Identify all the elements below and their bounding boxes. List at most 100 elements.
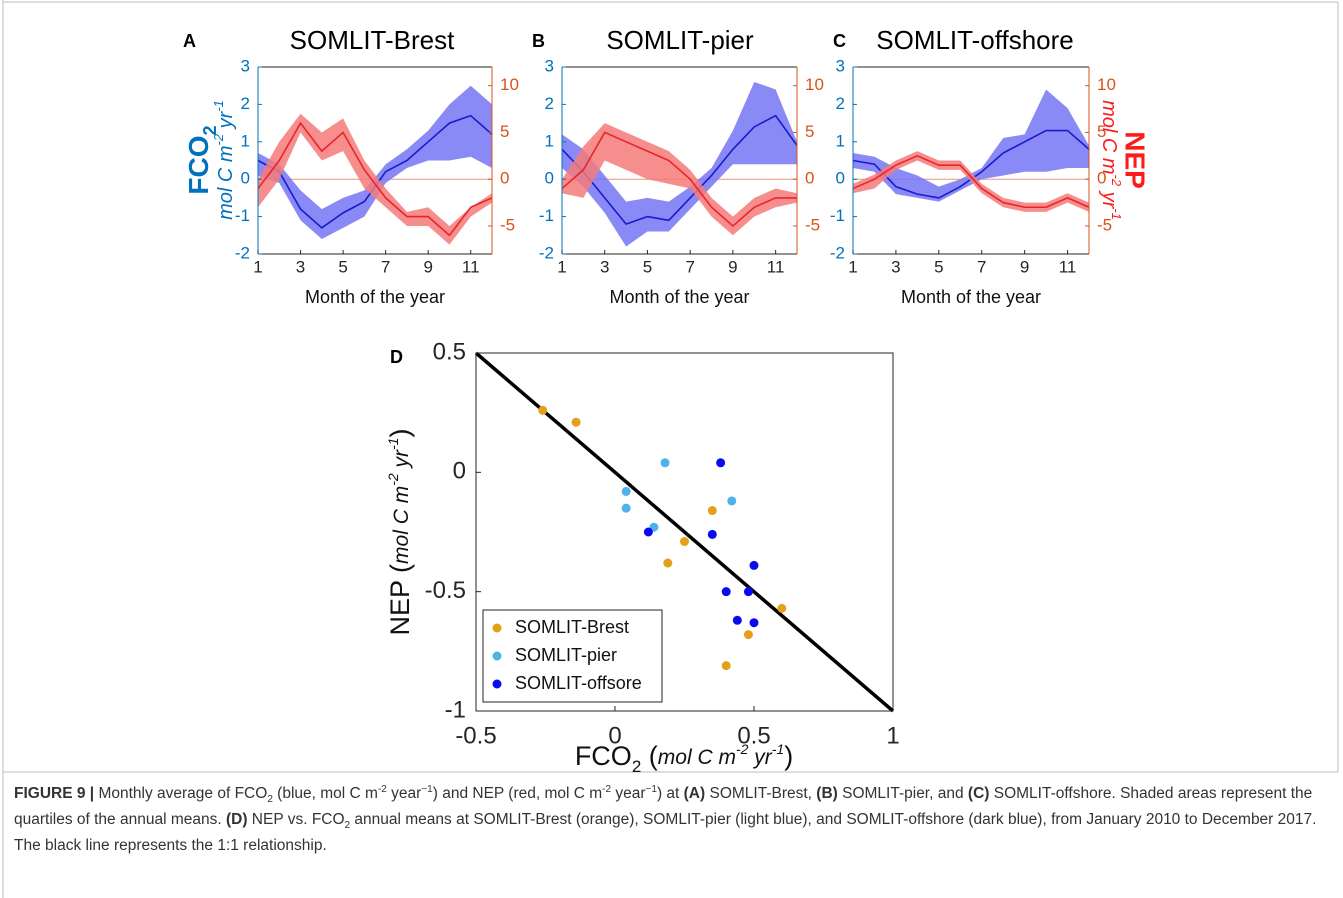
x-tick-label: 3 bbox=[296, 257, 305, 276]
x-axis-label: Month of the year bbox=[609, 287, 749, 307]
label-part: -2 bbox=[385, 473, 401, 486]
y-tick-label: 0 bbox=[836, 169, 845, 188]
legend-box bbox=[482, 609, 663, 703]
caption-part: 2 bbox=[267, 794, 273, 806]
label-part: 2 bbox=[200, 125, 220, 135]
y-tick-label: 0.5 bbox=[433, 338, 466, 365]
y2-tick-label: 0 bbox=[805, 169, 814, 188]
point bbox=[643, 527, 653, 537]
panel-letter: A bbox=[183, 31, 196, 51]
caption-part: FIGURE 9 | bbox=[14, 785, 95, 802]
caption: FIGURE 9 | Monthly average of FCO2 (blue… bbox=[14, 781, 1332, 859]
label-part: yr bbox=[1098, 186, 1120, 210]
quartile-band bbox=[853, 151, 1089, 212]
point bbox=[571, 417, 581, 427]
y-tick-label: 0 bbox=[453, 458, 466, 485]
label-part: 2 bbox=[632, 757, 641, 776]
caption-part: SOMLIT-pier, and bbox=[837, 785, 968, 802]
x-tick-label: 1 bbox=[557, 257, 566, 276]
x-tick-label: 7 bbox=[977, 257, 986, 276]
label-part: ( bbox=[641, 741, 658, 771]
y-tick-label: 0 bbox=[241, 169, 250, 188]
x-tick-label: 5 bbox=[934, 257, 943, 276]
x-tick-label: 11 bbox=[1059, 257, 1077, 276]
plot-frame bbox=[475, 352, 894, 712]
panel-letter: D bbox=[390, 347, 403, 367]
y-tick-label: 1 bbox=[241, 131, 250, 150]
quartile-band bbox=[562, 81, 797, 247]
x-tick-label: 1 bbox=[886, 722, 899, 749]
series-line bbox=[561, 131, 797, 228]
caption-part: ) and NEP (red, mol C m bbox=[432, 785, 603, 802]
point bbox=[749, 560, 759, 570]
y2-tick-label: 5 bbox=[1097, 122, 1106, 141]
label-part: ) bbox=[784, 741, 793, 771]
y2-tick-label: -5 bbox=[805, 215, 820, 234]
caption-part: SOMLIT-Brest, bbox=[705, 785, 817, 802]
x-tick-label: -0.5 bbox=[455, 722, 496, 749]
x-tick-label: 5 bbox=[643, 257, 652, 276]
y-tick-label: -1 bbox=[539, 206, 554, 225]
quartile-band bbox=[258, 85, 492, 240]
caption-part: NEP vs. FCO bbox=[247, 811, 345, 828]
y2-axis-label: NEP bbox=[1120, 131, 1151, 189]
caption-part: 2 bbox=[344, 820, 351, 832]
caption-part: (blue, mol C m bbox=[272, 785, 378, 802]
label-part: -2 bbox=[736, 741, 749, 757]
y2-tick-label: 10 bbox=[805, 75, 824, 94]
y-axis-label: FCO2 bbox=[183, 125, 219, 194]
label-part: -1 bbox=[211, 100, 226, 112]
caption-part: SOMLIT-offshore. Shaded areas represent … bbox=[14, 785, 1313, 828]
y-tick-label: 0 bbox=[545, 169, 554, 188]
label-part: -1 bbox=[772, 741, 784, 757]
point bbox=[743, 630, 753, 640]
x-axis-label: Month of the year bbox=[305, 287, 445, 307]
quartile-band bbox=[562, 123, 797, 236]
y2-tick-label: 0 bbox=[1097, 169, 1106, 188]
caption-part: Monthly average of FCO bbox=[94, 785, 268, 802]
y-tick-label: 1 bbox=[836, 131, 845, 150]
y-tick-label: 3 bbox=[241, 56, 250, 75]
label-part: mol C m bbox=[658, 746, 736, 769]
caption-part: -2 bbox=[602, 783, 612, 795]
panel-letter: C bbox=[833, 31, 846, 51]
series-line bbox=[561, 114, 798, 226]
point bbox=[777, 603, 787, 613]
point bbox=[660, 458, 670, 468]
x-axis-label: Month of the year bbox=[901, 287, 1041, 307]
legend-label: SOMLIT-Brest bbox=[515, 617, 629, 637]
panel-title: SOMLIT-Brest bbox=[290, 25, 455, 55]
label-part: yr bbox=[390, 449, 413, 473]
label-part: mol C m bbox=[390, 486, 413, 564]
point bbox=[743, 587, 753, 597]
y-tick-label: 1 bbox=[545, 131, 554, 150]
legend-marker bbox=[492, 651, 502, 661]
label-part: yr bbox=[215, 110, 237, 134]
legend-label: SOMLIT-offsore bbox=[515, 673, 642, 693]
label-part: FCO bbox=[183, 135, 214, 194]
x-tick-label: 11 bbox=[767, 257, 785, 276]
point bbox=[721, 661, 731, 671]
x-tick-label: 3 bbox=[600, 257, 609, 276]
y-tick-label: -1 bbox=[235, 206, 250, 225]
y2-tick-label: 10 bbox=[1097, 75, 1116, 94]
y-tick-label: -2 bbox=[539, 243, 554, 262]
label-part: ) bbox=[385, 429, 415, 438]
label-part: mol C m bbox=[215, 145, 237, 219]
series-line bbox=[257, 121, 493, 237]
legend-label: SOMLIT-pier bbox=[515, 645, 617, 665]
point bbox=[716, 458, 726, 468]
caption-part: -2 bbox=[377, 783, 387, 795]
label-part: -2 bbox=[1109, 175, 1124, 187]
caption-part: −1 bbox=[645, 783, 657, 795]
x-tick-label: 7 bbox=[685, 257, 694, 276]
y2-axis-units: mol C m-2 yr-1 bbox=[1098, 100, 1124, 220]
y-axis-label: NEP (mol C m-2 yr-1) bbox=[385, 429, 415, 636]
caption-part: ) at bbox=[656, 785, 684, 802]
caption-part: −1 bbox=[421, 783, 433, 795]
y-tick-label: -2 bbox=[830, 243, 845, 262]
y2-tick-label: 0 bbox=[500, 169, 509, 188]
point bbox=[721, 587, 731, 597]
point bbox=[621, 486, 631, 496]
